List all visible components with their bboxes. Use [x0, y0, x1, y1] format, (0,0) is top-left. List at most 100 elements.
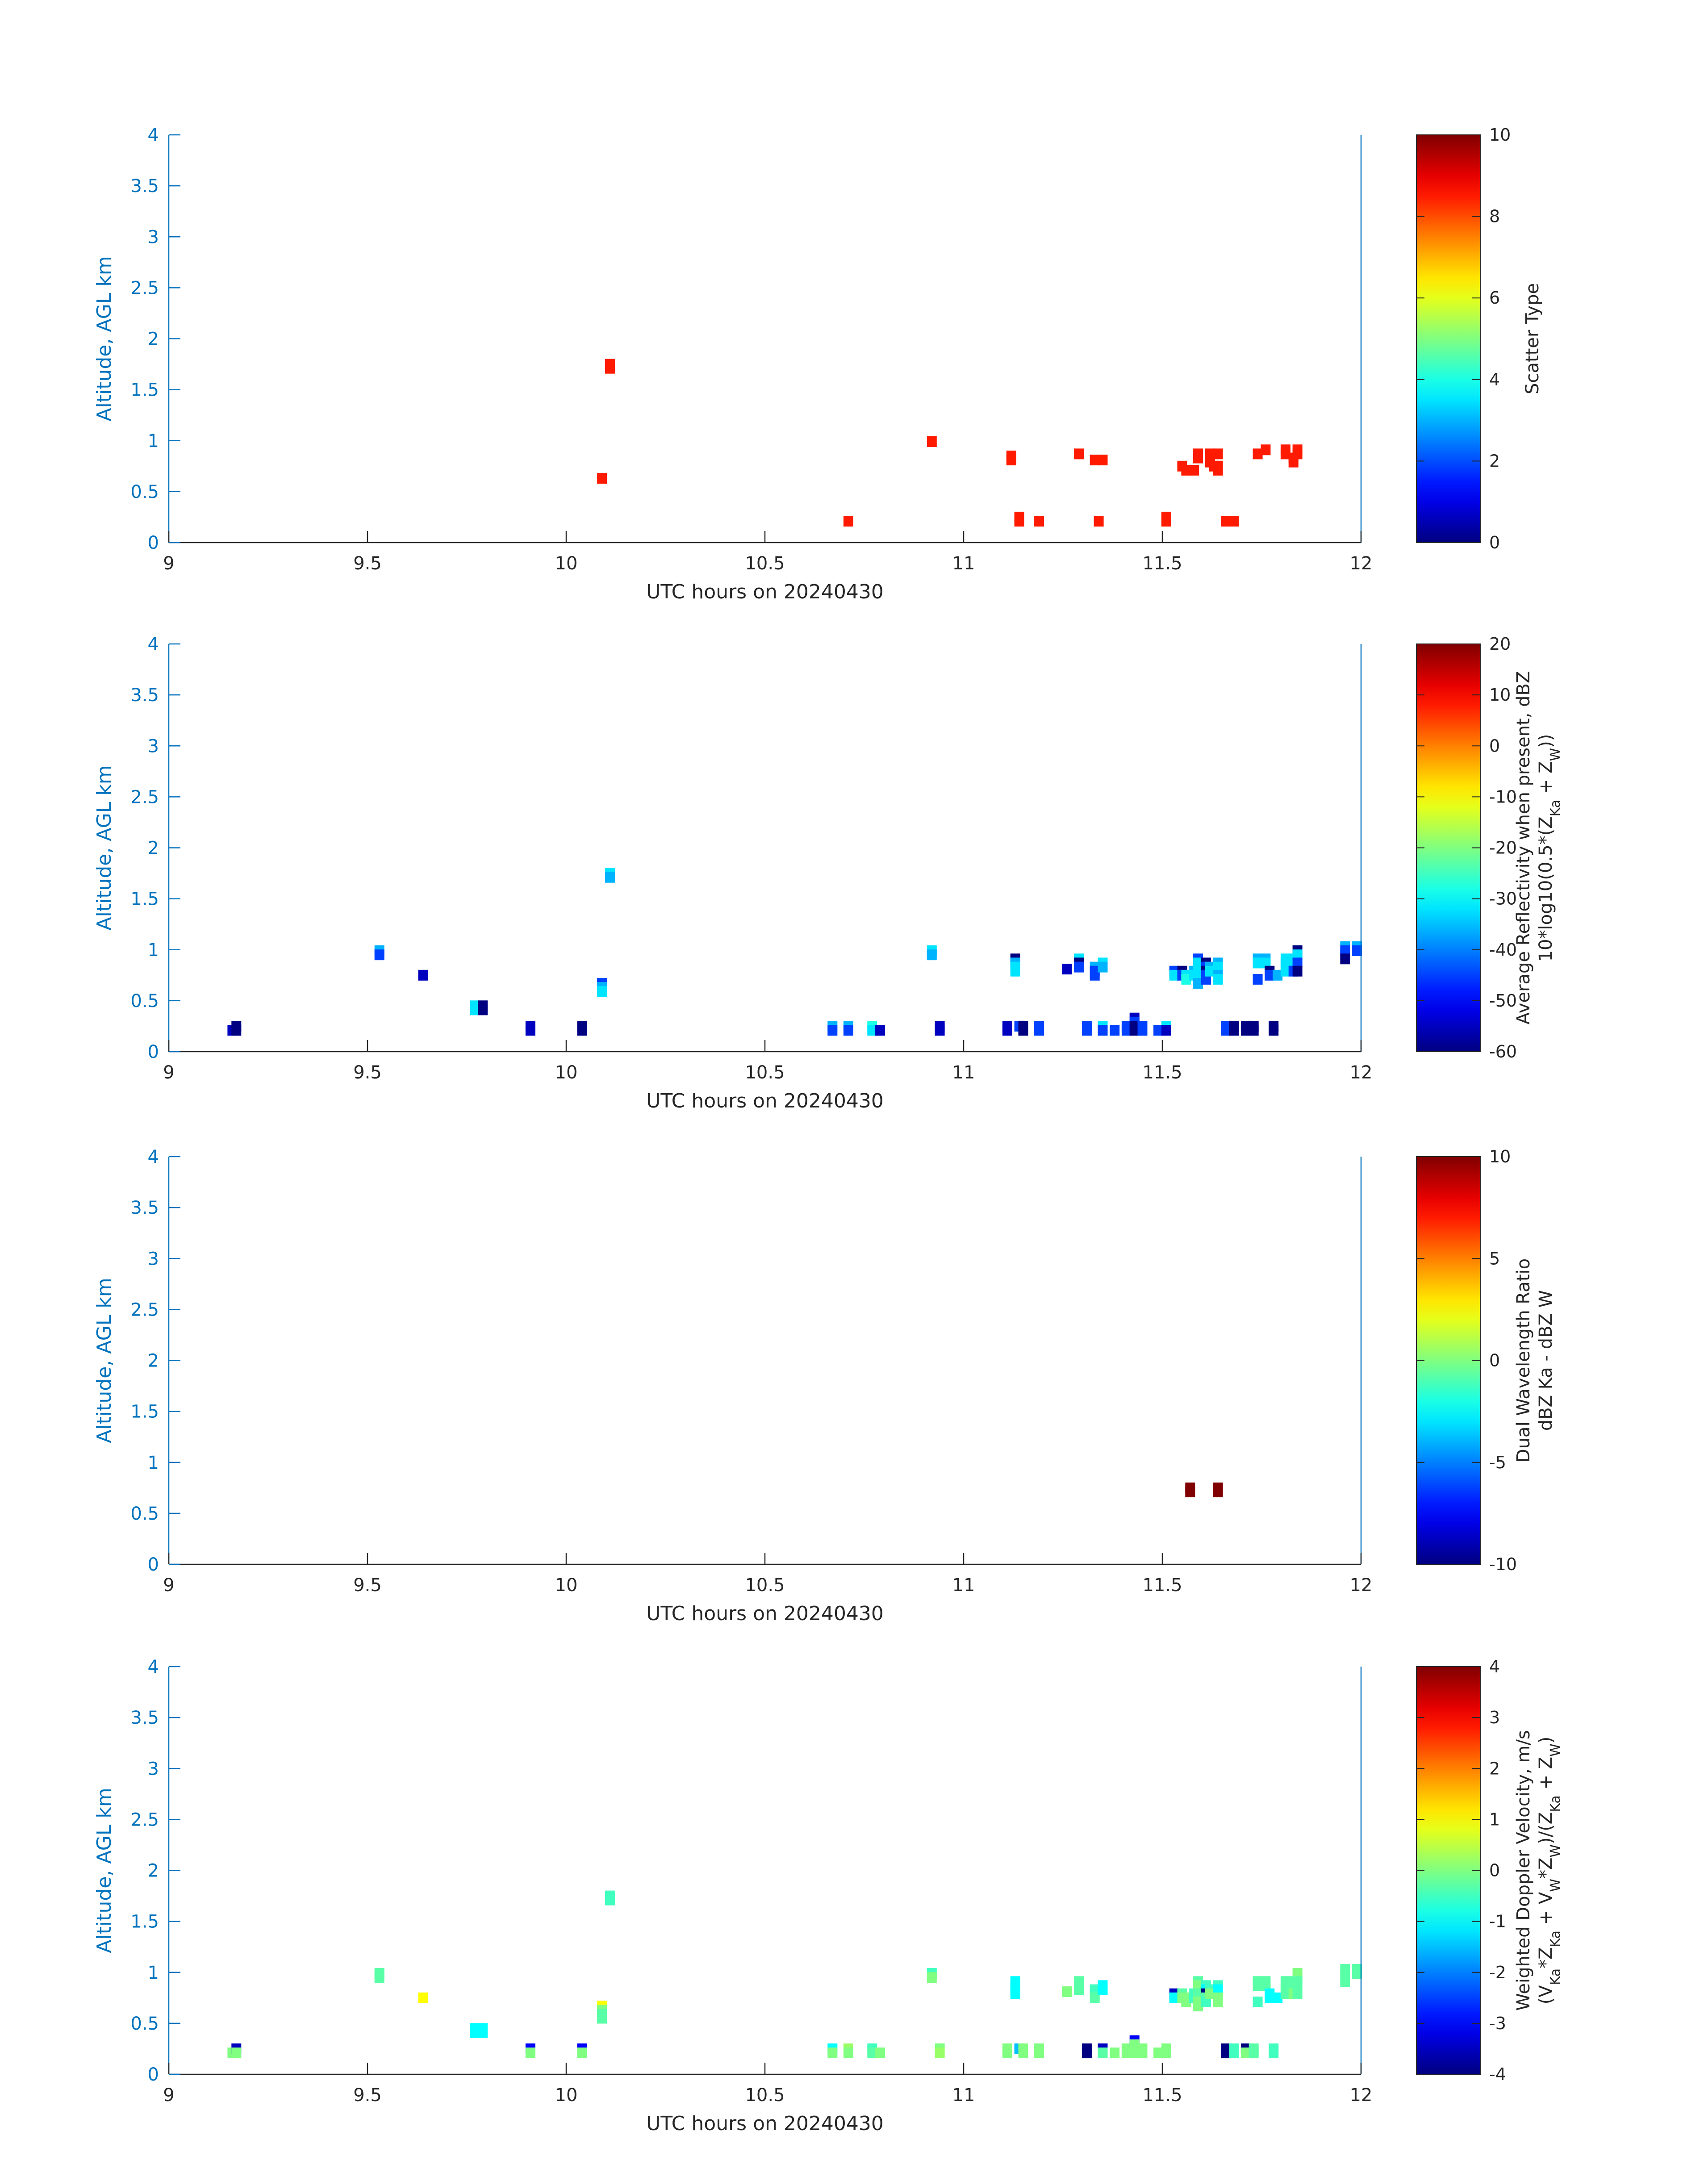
x-axis-title: UTC hours on 20240430 [646, 1602, 884, 1625]
y-tick-label: 1.5 [130, 889, 159, 910]
heatmap-cell [1189, 464, 1199, 476]
heatmap-cell [1253, 974, 1263, 985]
y-tick-label: 0 [148, 2064, 159, 2085]
heatmap-cell [1205, 965, 1215, 977]
y-tick-label: 3 [148, 736, 159, 756]
heatmap-cell [1273, 969, 1283, 981]
heatmap-cell [1098, 455, 1108, 466]
y-tick-label: 3.5 [130, 176, 159, 196]
heatmap-cell [418, 1992, 428, 2003]
heatmap-cell [1090, 455, 1100, 466]
heatmap-cell [1253, 1996, 1263, 2007]
colorbar-tick-label: -20 [1489, 838, 1517, 858]
heatmap-cell [1034, 1025, 1044, 1036]
heatmap-cell [1352, 945, 1362, 956]
heatmap-cell [605, 1894, 615, 1905]
heatmap-cells [1185, 1482, 1223, 1497]
heatmap-cell [867, 1025, 877, 1036]
colorbar-tick-label: -40 [1489, 940, 1517, 960]
x-tick-label: 11.5 [1142, 553, 1182, 574]
heatmap-cell [1082, 1025, 1092, 1036]
x-tick-label: 10 [555, 1575, 578, 1596]
heatmap-cell [1193, 957, 1203, 969]
x-tick-label: 12 [1350, 2085, 1373, 2106]
colorbar-tick-label: -10 [1489, 1554, 1517, 1574]
colorbar-tick-label: 4 [1489, 370, 1500, 389]
y-tick-label: 2.5 [130, 278, 159, 298]
heatmap-cell [1265, 1992, 1275, 2003]
heatmap-cell [1352, 1968, 1362, 1979]
colorbar-gradient [1416, 1666, 1481, 2075]
heatmap-cell [1229, 1025, 1239, 1036]
y-tick-label: 3.5 [130, 1708, 159, 1728]
heatmap-cell [231, 1025, 242, 1036]
x-tick-label: 11 [952, 553, 975, 574]
heatmap-cell [1213, 464, 1223, 476]
heatmap-cell [1340, 953, 1350, 965]
x-tick-label: 11.5 [1142, 1062, 1182, 1083]
colorbar-gradient [1416, 134, 1481, 543]
heatmap-cell [827, 2047, 838, 2059]
colorbar-tick-label: 10 [1489, 125, 1511, 145]
colorbar-tick-label: 4 [1489, 1657, 1500, 1676]
heatmap-cell [1280, 965, 1290, 977]
y-tick-label: 2.5 [130, 787, 159, 807]
colorbar-title-line: Dual Wavelength Ratio [1513, 1258, 1534, 1462]
heatmap-cell [1121, 2047, 1132, 2059]
x-tick-label: 10 [555, 1062, 578, 1083]
colorbar-tick-label: 5 [1489, 1249, 1500, 1268]
y-tick-label: 3.5 [130, 685, 159, 706]
heatmap-cell [1010, 965, 1020, 977]
y-tick-label: 3 [148, 1759, 159, 1779]
heatmap-cell [1193, 2001, 1203, 2012]
y-tick-label: 2.5 [130, 1300, 159, 1320]
colorbar-tick-label: 8 [1489, 207, 1500, 226]
heatmap-cell [843, 516, 853, 527]
x-tick-label: 10.5 [745, 1575, 785, 1596]
x-tick-label: 9.5 [353, 2085, 382, 2106]
heatmap-cell [1018, 2047, 1028, 2059]
x-tick-label: 12 [1350, 553, 1373, 574]
heatmap-cell [1018, 1025, 1028, 1036]
colorbar-tick-label: 3 [1489, 1708, 1500, 1727]
colorbar-tick-label: 0 [1489, 1861, 1500, 1880]
heatmap-cell [1249, 2047, 1259, 2059]
x-tick-label: 11.5 [1142, 1575, 1182, 1596]
y-tick-label: 1 [148, 1453, 159, 1473]
x-tick-label: 9.5 [353, 1062, 382, 1083]
y-tick-label: 4 [148, 1147, 159, 1167]
heatmap-cell [1181, 974, 1191, 985]
heatmap-cell [1169, 1992, 1179, 2003]
heatmap-cell [1229, 2047, 1239, 2059]
colorbar-title-line: dBZ Ka - dBZ W [1536, 1290, 1556, 1431]
heatmap-cell [875, 1025, 885, 1036]
colorbar-tick-label: 1 [1489, 1809, 1500, 1829]
heatmap-cell [875, 2047, 885, 2059]
x-axis-title: UTC hours on 20240430 [646, 1090, 884, 1112]
colorbar-tick-label: -10 [1489, 787, 1517, 806]
heatmap-cell [1153, 1025, 1164, 1036]
x-tick-label: 10 [555, 553, 578, 574]
colorbar: -4 -3 -2 -1 0 1 2 3 4 Weighted Doppler Velocity, … [1416, 1657, 1563, 2084]
x-tick-label: 12 [1350, 1575, 1373, 1596]
y-axis-title: Altitude, AGL km [93, 1788, 116, 1953]
heatmap-cell [1340, 1976, 1350, 1987]
heatmap-cell [374, 1972, 384, 1983]
colorbar-tick-label: 2 [1489, 1759, 1500, 1778]
y-tick-label: 0 [148, 1554, 159, 1575]
heatmap-cell [1229, 516, 1239, 527]
colorbar-tick-label: 10 [1489, 685, 1511, 705]
x-tick-label: 9 [163, 2085, 174, 2106]
y-tick-label: 0.5 [130, 991, 159, 1011]
heatmap-cell [597, 473, 607, 484]
colorbar-tick-label: -4 [1489, 2064, 1506, 2084]
heatmap-cells [227, 868, 1362, 1036]
heatmap-cell [1193, 965, 1203, 977]
colorbar: -10 -5 0 5 10 Dual Wavelength Ratio dBZ Ka - d… [1416, 1147, 1556, 1574]
heatmap-cell [1098, 1984, 1108, 1995]
heatmap-cells [227, 1890, 1362, 2059]
heatmap-cell [1090, 969, 1100, 981]
heatmap-cell [1169, 969, 1179, 981]
